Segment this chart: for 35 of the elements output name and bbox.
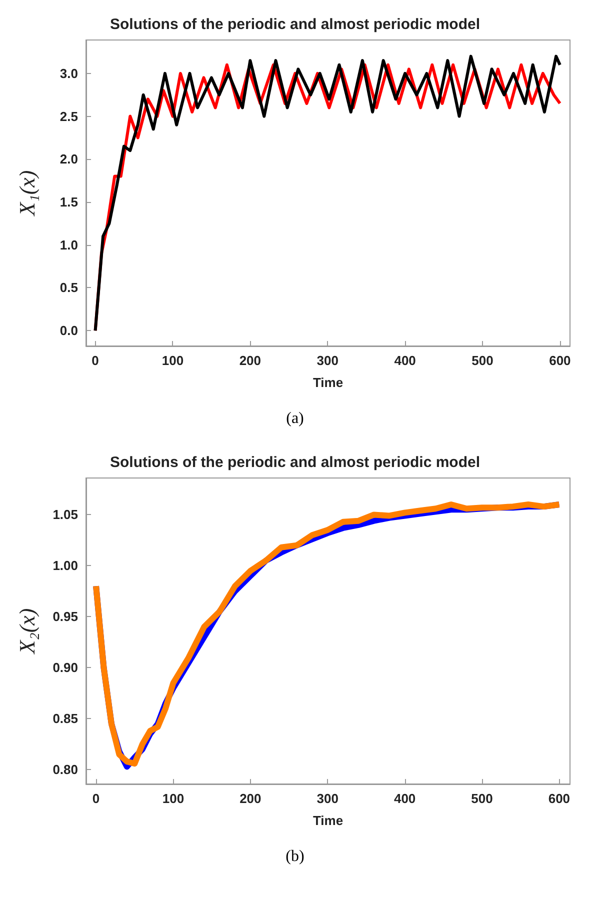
x-axis-title: Time	[312, 813, 344, 828]
x-tick-label: 600	[548, 791, 570, 806]
y-tick-label: 2.5	[60, 108, 78, 124]
chart-title: Solutions of the periodic and almost periodic model	[110, 454, 480, 471]
y-tick-label: 1.00	[52, 558, 78, 574]
y-tick-label: 0.90	[52, 660, 78, 676]
y-axis-title: X₂(x)	[14, 608, 40, 655]
y-tick-label: 0.5	[60, 280, 78, 296]
chart-title: Solutions of the periodic and almost periodic model	[110, 16, 480, 33]
y-tick-label: 3.0	[60, 66, 78, 81]
x-tick-label: 300	[316, 791, 338, 806]
x-axis-title: Time	[312, 375, 344, 390]
x-tick-label: 300	[316, 353, 338, 368]
y-tick-label: 1.0	[60, 237, 78, 252]
y-tick-label: 0.0	[60, 323, 78, 338]
x-tick-label: 100	[162, 791, 184, 806]
y-tick-label: 1.5	[60, 194, 78, 210]
x-tick-label: 200	[240, 791, 262, 806]
x-tick-label: 100	[162, 353, 184, 368]
x-tick-label: 500	[471, 791, 493, 806]
text: (a)	[285, 410, 305, 428]
y-tick-label: 1.05	[52, 507, 78, 522]
x-tick-label: 400	[394, 791, 416, 806]
text: (b)	[284, 848, 306, 866]
y-tick-label: 0.95	[52, 609, 78, 624]
x-tick-label: 400	[394, 353, 416, 368]
x-tick-label: 500	[472, 353, 494, 368]
y-tick-label: 0.80	[52, 762, 78, 778]
y-tick-label: 0.85	[52, 711, 78, 726]
x-tick-label: 0	[92, 353, 99, 368]
y-tick-label: 2.0	[60, 152, 78, 167]
y-axis-title: X₁(x)	[14, 170, 40, 217]
x-tick-label: 200	[239, 353, 262, 368]
x-tick-label: 600	[549, 353, 571, 368]
x-tick-label: 0	[92, 791, 100, 806]
